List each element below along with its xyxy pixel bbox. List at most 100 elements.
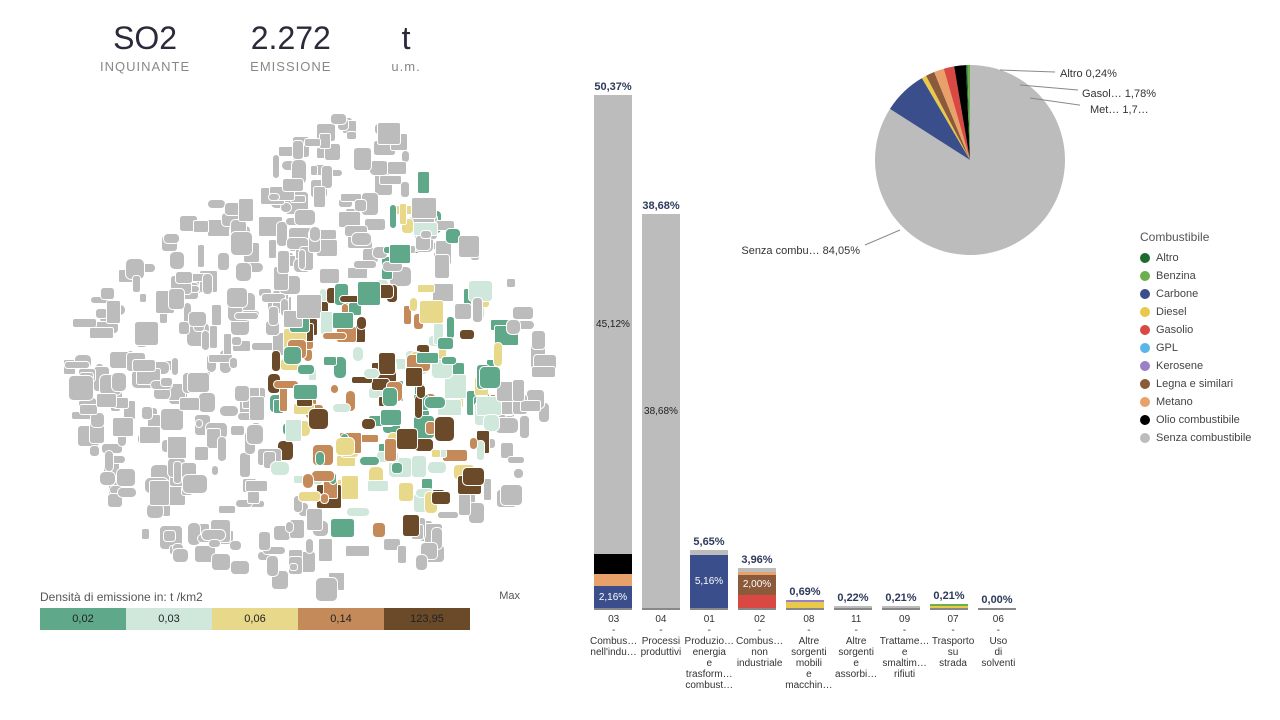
legend-item[interactable]: GPL xyxy=(1140,342,1270,354)
bar-segment xyxy=(882,606,920,608)
legend-item[interactable]: Benzina xyxy=(1140,270,1270,282)
legend-item[interactable]: Kerosene xyxy=(1140,360,1270,372)
choropleth-map[interactable] xyxy=(40,100,560,580)
pie-svg xyxy=(860,40,1080,260)
legend-swatch xyxy=(1140,379,1150,389)
bar-segment xyxy=(930,606,968,608)
kpi-emission: 2.272 EMISSIONE xyxy=(250,20,331,74)
map-legend-segment: 0,03 xyxy=(126,608,212,630)
bar-segment: 2,00% xyxy=(738,575,776,595)
legend-swatch xyxy=(1140,397,1150,407)
bar-total-label: 38,68% xyxy=(642,200,679,212)
legend-label: Kerosene xyxy=(1156,360,1203,372)
bar-stack: 38,68% xyxy=(642,214,680,610)
map-legend-bar: 0,020,030,060,14123,95 xyxy=(40,608,470,630)
bar-total-label: 50,37% xyxy=(594,81,631,93)
legend-item[interactable]: Legna e similari xyxy=(1140,378,1270,390)
bar-segment: 45,12% xyxy=(594,95,632,554)
bar-total-label: 0,22% xyxy=(837,592,868,604)
bar-total-label: 3,96% xyxy=(741,554,772,566)
legend-swatch xyxy=(1140,415,1150,425)
legend-label: Senza combustibile xyxy=(1156,432,1251,444)
bar-segment xyxy=(594,574,632,586)
bar-x-label: 04-Processiproduttivi xyxy=(639,614,682,691)
bar-x-label: 06-Usodisolventi xyxy=(977,614,1020,691)
legend-label: Carbone xyxy=(1156,288,1198,300)
bar-segment: 2,16% xyxy=(594,586,632,608)
kpi-pollutant: SO2 INQUINANTE xyxy=(100,20,190,74)
pie-callout: Senza combu… 84,05% xyxy=(730,245,860,257)
legend-item[interactable]: Diesel xyxy=(1140,306,1270,318)
kpi-label: INQUINANTE xyxy=(100,59,190,74)
bar-stack xyxy=(930,604,968,610)
legend-label: Metano xyxy=(1156,396,1193,408)
bar-x-label: 11-Altresorgentieassorbi… xyxy=(835,614,878,691)
legend-swatch xyxy=(1140,307,1150,317)
bar-segment xyxy=(738,595,776,608)
bar-stack xyxy=(882,606,920,610)
bar-x-label: 08-Altresorgentimobiliemacchin… xyxy=(785,614,832,691)
legend-item[interactable]: Gasolio xyxy=(1140,324,1270,336)
bar-column[interactable]: 5,65% 5,16% xyxy=(686,30,732,610)
bar-total-label: 0,21% xyxy=(933,590,964,602)
bar-total-label: 0,21% xyxy=(885,592,916,604)
bar-stack xyxy=(786,600,824,610)
map-legend-segment: 0,02 xyxy=(40,608,126,630)
kpi-value: 2.272 xyxy=(250,20,331,57)
legend-label: Diesel xyxy=(1156,306,1187,318)
legend-swatch xyxy=(1140,289,1150,299)
legend-label: Legna e similari xyxy=(1156,378,1233,390)
legend-item[interactable]: Carbone xyxy=(1140,288,1270,300)
legend-swatch xyxy=(1140,271,1150,281)
kpi-value: SO2 xyxy=(100,20,190,57)
map-legend-segment: 0,14 xyxy=(298,608,384,630)
bar-total-label: 0,69% xyxy=(789,586,820,598)
map-legend-segment: 123,95 xyxy=(384,608,470,630)
bar-total-label: 5,65% xyxy=(693,536,724,548)
bar-x-label: 03-Combus…nell'indu… xyxy=(590,614,637,691)
bar-column[interactable]: 3,96% 2,00% xyxy=(734,30,780,610)
legend-swatch xyxy=(1140,361,1150,371)
bar-x-label: 02-Combus…nonindustriale xyxy=(736,614,783,691)
bar-x-label: 01-Produzio…energiaetrasform…combust… xyxy=(685,614,734,691)
pie-callout: Met… 1,7… xyxy=(1090,104,1149,116)
pie-callout: Altro 0,24% xyxy=(1060,68,1117,80)
map-legend-segment: 0,06 xyxy=(212,608,298,630)
map-legend-max: Max xyxy=(499,590,520,602)
legend-label: Benzina xyxy=(1156,270,1196,282)
map-legend: Max Densità di emissione in: t /km2 0,02… xyxy=(40,590,560,630)
kpi-unit: t u.m. xyxy=(391,20,420,74)
legend-item[interactable]: Olio combustibile xyxy=(1140,414,1270,426)
legend-swatch xyxy=(1140,253,1150,263)
legend-label: GPL xyxy=(1156,342,1178,354)
legend-label: Olio combustibile xyxy=(1156,414,1240,426)
bar-x-label: 09-Trattame…esmaltim…rifiuti xyxy=(880,614,930,691)
bar-stack: 2,00% xyxy=(738,568,776,610)
kpi-value: t xyxy=(391,20,420,57)
bar-segment xyxy=(834,606,872,608)
pie-callout: Gasol… 1,78% xyxy=(1082,88,1156,100)
bar-column[interactable]: 38,68% 38,68% xyxy=(638,30,684,610)
bar-stack: 5,16% xyxy=(690,550,728,610)
bar-segment: 38,68% xyxy=(642,214,680,608)
legend-label: Gasolio xyxy=(1156,324,1193,336)
bar-stack xyxy=(978,608,1016,610)
legend-item[interactable]: Senza combustibile xyxy=(1140,432,1270,444)
legend-item[interactable]: Metano xyxy=(1140,396,1270,408)
bar-segment xyxy=(594,554,632,573)
legend-swatch xyxy=(1140,325,1150,335)
legend-label: Altro xyxy=(1156,252,1179,264)
legend-swatch xyxy=(1140,343,1150,353)
bar-column[interactable]: 50,37% 2,16% 45,12% xyxy=(590,30,636,610)
legend-item[interactable]: Altro xyxy=(1140,252,1270,264)
bar-stack: 2,16% 45,12% xyxy=(594,95,632,610)
bar-column[interactable]: 0,69% xyxy=(782,30,828,610)
bar-segment: 5,16% xyxy=(690,555,728,608)
legend-title: Combustibile xyxy=(1140,230,1270,244)
legend-swatch xyxy=(1140,433,1150,443)
map-legend-label: Densità di emissione in: t /km2 xyxy=(40,590,560,604)
bar-stack xyxy=(834,606,872,610)
bar-total-label: 0,00% xyxy=(981,594,1012,606)
bar-segment xyxy=(786,602,824,608)
bar-x-label: 07-Trasportosustrada xyxy=(931,614,974,691)
